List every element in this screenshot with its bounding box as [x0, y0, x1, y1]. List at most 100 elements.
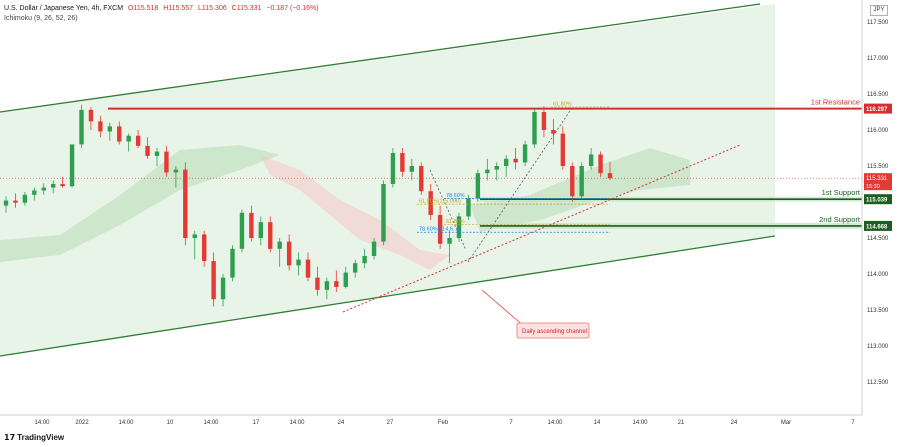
candle-body [211, 261, 216, 300]
level-name: 2nd Support [819, 215, 861, 224]
x-tick-label: 14:00 [547, 420, 563, 426]
candle-body [3, 200, 9, 206]
candle-body [513, 158, 518, 163]
x-tick-label: Mar [781, 420, 791, 426]
last-price-value: 115.331 [866, 176, 888, 182]
candle-body [607, 173, 613, 179]
y-tick-label: 112.500 [867, 380, 889, 386]
candle-body [230, 248, 235, 278]
y-tick-label: 116.000 [867, 128, 889, 134]
candle-body [334, 281, 339, 287]
x-tick-label: 14:00 [34, 420, 50, 426]
candle-body [107, 126, 113, 132]
candle-body [88, 109, 94, 122]
candle-body [541, 112, 547, 130]
time-axis[interactable]: 14:00 2022 14:00 10 14:00 17 14:00 24 27 Feb 7 14:0… [34, 420, 855, 426]
x-tick-label: 24 [338, 420, 345, 426]
candle-body [32, 190, 37, 195]
candle-body [201, 234, 207, 262]
candle-body [22, 194, 28, 203]
y-tick-label: 113.000 [867, 344, 889, 350]
candle-body [60, 184, 65, 187]
candle-body [268, 222, 273, 249]
indicator-label[interactable]: Ichimoku (9, 26, 52, 26) [4, 15, 78, 22]
ichimoku-cloud-green [0, 145, 280, 262]
y-tick-label: 117.000 [867, 56, 889, 62]
x-tick-label: 14:00 [289, 420, 305, 426]
candle-body [419, 166, 424, 192]
level-badge [864, 103, 892, 114]
level-badge [864, 194, 892, 205]
high-value: H115.557 [163, 5, 194, 12]
candle-body [98, 121, 103, 132]
low-value: L115.306 [198, 5, 227, 12]
candle-body [286, 241, 292, 266]
price-badges: 116.297 115.039 114.668 115.331 15:30 [864, 103, 892, 231]
fib-label: 61.80% [553, 101, 572, 107]
candle-body [126, 135, 131, 142]
chart-header: U.S. Dollar / Japanese Yen, 4h, FXCM O11… [4, 5, 319, 12]
candle-body [570, 166, 575, 197]
change-value: −0.187 (−0.16%) [266, 5, 319, 12]
y-tick-label: 115.500 [867, 164, 889, 170]
fib-label: 78.60%(114.6...) [419, 227, 459, 233]
level-badge-value: 115.039 [866, 198, 888, 204]
candle-body [598, 154, 603, 174]
candle-body [352, 263, 358, 273]
candle-body [437, 214, 443, 244]
candle-body [117, 126, 122, 142]
brand-name: TradingView [17, 433, 65, 442]
candle-body [50, 184, 56, 188]
candle-body [305, 259, 311, 278]
candle-body [13, 200, 18, 203]
channel-area [0, 4, 775, 356]
candle-body [69, 144, 75, 187]
level-name: 1st Support [822, 188, 861, 197]
last-price-badge [864, 173, 892, 191]
candle-body [409, 166, 415, 172]
x-tick-label: Feb [438, 420, 449, 426]
fib-label: 61.80% [446, 219, 465, 225]
level-badge-value: 116.297 [866, 107, 888, 113]
candle-body [296, 259, 301, 266]
candle-body [447, 238, 452, 244]
x-tick-label: 14:00 [203, 420, 219, 426]
candle-body [145, 145, 150, 156]
close-value: C115.331 [231, 5, 262, 12]
candle-body [579, 166, 584, 197]
x-tick-label: 27 [387, 420, 394, 426]
annotation-text: Daily ascending channel [522, 329, 587, 335]
forecast-area [775, 0, 862, 415]
currency-label[interactable]: JPY [870, 5, 888, 16]
level-name: 1st Resistance [811, 98, 860, 107]
x-tick-label: 2022 [75, 420, 89, 426]
tv-logo-icon: 𝟭𝟳 [4, 433, 16, 442]
candle-body [164, 151, 169, 173]
x-tick-label: 14:00 [632, 420, 648, 426]
x-tick-label: 7 [851, 420, 855, 426]
candle-body [343, 272, 348, 287]
candles [3, 104, 613, 307]
x-tick-label: 14 [594, 420, 601, 426]
candle-body [315, 277, 320, 290]
candle-body [390, 153, 396, 184]
candle-body [503, 158, 509, 166]
candle-body [371, 241, 377, 256]
candle-body [79, 109, 84, 145]
level-lines: 1st Resistance 1st Support 2nd Support [0, 98, 862, 229]
candle-body [532, 112, 537, 145]
x-tick-label: 21 [678, 420, 685, 426]
candle-body [428, 191, 433, 215]
candle-body [258, 222, 264, 238]
level-badge [864, 220, 892, 231]
fib-labels: 61.80% 78.60%61.80%(115.008) 61.80% 78.60%(… [417, 101, 610, 233]
candle-body [192, 234, 197, 238]
candle-body [135, 135, 141, 146]
candle-body [239, 212, 245, 249]
annotation-box [516, 322, 590, 339]
candle-body [173, 169, 179, 173]
x-tick-label: 14:00 [118, 420, 134, 426]
y-tick-label: 117.500 [867, 20, 889, 26]
annotation-pointer [481, 289, 526, 328]
